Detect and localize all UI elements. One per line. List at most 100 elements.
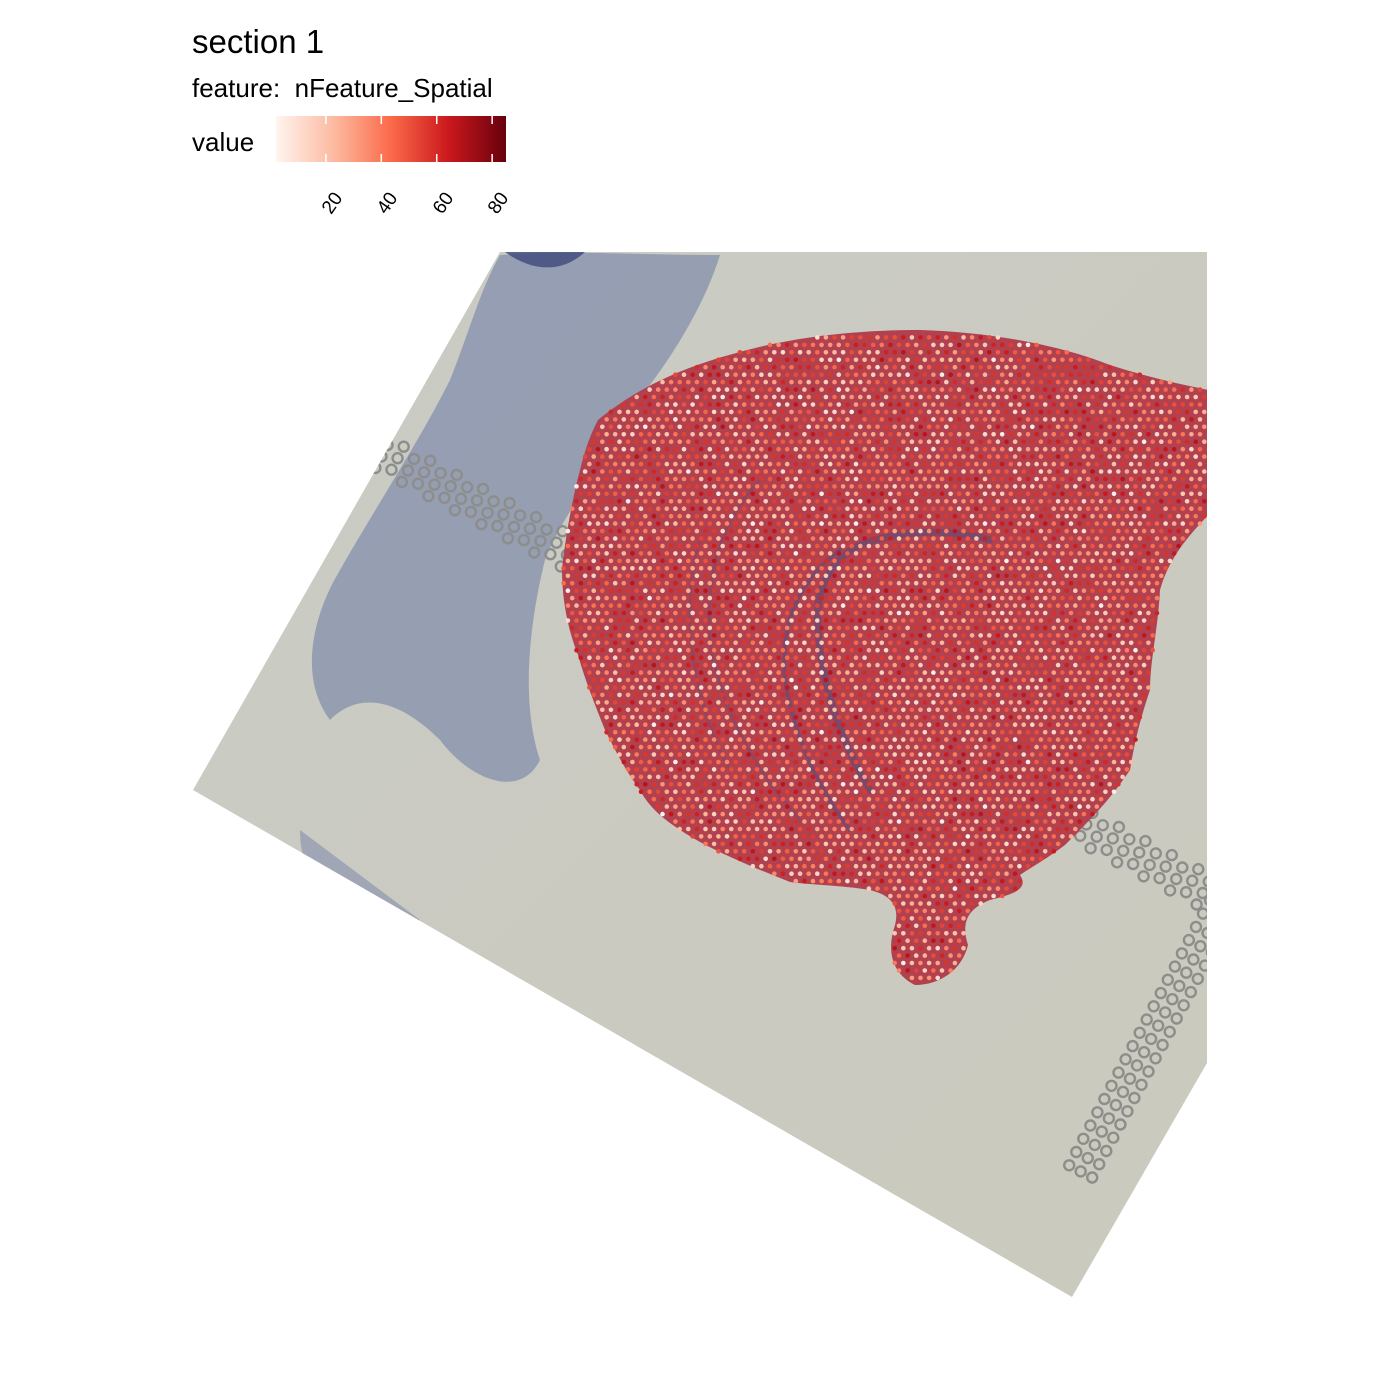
tissue-spot [754,737,760,742]
tissue-spot [1004,379,1009,385]
tissue-spot [1042,640,1048,646]
tissue-spot [707,715,713,720]
tissue-spot [987,603,992,608]
tissue-spot [767,804,773,809]
tissue-spot [1068,715,1074,720]
tissue-spot [569,506,575,512]
tissue-spot [853,551,859,556]
tissue-spot [935,484,940,489]
tissue-spot [965,715,971,720]
tissue-spot [1107,573,1112,579]
tissue-spot [1171,521,1177,526]
tissue-spot [664,566,670,571]
tissue-spot [858,618,863,623]
tissue-spot [969,647,975,653]
tissue-spot [677,528,682,534]
tissue-spot [827,789,833,795]
tissue-spot [582,484,588,489]
tissue-spot [999,446,1005,452]
tissue-spot [836,774,842,780]
tissue-spot [858,454,863,459]
tissue-spot [600,633,605,638]
tissue-spot [1034,491,1039,497]
tissue-spot [922,506,928,512]
tissue-spot [905,804,910,809]
tissue-spot [1012,350,1018,355]
tissue-spot [681,685,687,690]
tissue-spot [1081,394,1087,400]
tissue-spot [1128,715,1134,720]
tissue-spot [746,394,751,400]
tissue-spot [694,528,700,534]
tissue-spot [832,528,837,534]
tissue-spot [582,662,588,668]
fiducial-spot [247,362,260,376]
tissue-spot [1090,573,1095,579]
tissue-spot [741,819,747,824]
tissue-spot [767,774,773,780]
tissue-spot [987,364,992,370]
tissue-spot [763,722,768,727]
tissue-spot [883,424,889,430]
tissue-spot [1128,566,1134,571]
tissue-spot [1154,580,1160,586]
tissue-spot [1154,610,1160,616]
tissue-spot [677,767,682,772]
tissue-spot [905,432,910,437]
tissue-spot [664,417,670,422]
tissue-spot [750,863,756,869]
tissue-spot [1150,454,1155,459]
tissue-spot [681,655,687,660]
tissue-spot [793,625,799,631]
tissue-spot [595,521,601,526]
tissue-spot [1017,715,1022,720]
tissue-spot [681,610,687,616]
tissue-spot [600,588,605,593]
tissue-spot [681,446,687,452]
tissue-spot [690,551,695,556]
tissue-spot [793,372,799,378]
tissue-spot [1167,469,1173,474]
tissue-spot [698,506,704,512]
tissue-spot [952,662,958,668]
tissue-spot [582,618,588,623]
tissue-spot [733,551,738,556]
tissue-spot [729,841,734,847]
tissue-spot [944,752,949,757]
tissue-spot [888,625,893,631]
tissue-spot [1008,566,1014,571]
tissue-spot [961,543,966,549]
tissue-spot [720,737,725,742]
tissue-spot [969,662,975,668]
tissue-spot [944,513,949,519]
tissue-spot [875,737,880,742]
tissue-spot [875,856,880,862]
tissue-spot [905,819,910,824]
tissue-spot [1137,715,1143,720]
tissue-spot [746,767,751,772]
tissue-spot [849,826,854,832]
tissue-spot [888,849,893,854]
tissue-spot [707,506,713,512]
tissue-spot [1030,603,1035,608]
tissue-spot [866,409,872,415]
tissue-spot [969,811,975,817]
tissue-spot [1197,387,1203,392]
tissue-spot [1141,424,1147,430]
tissue-spot [673,595,678,601]
fiducial-spot [1196,907,1207,920]
fiducial-spot [1196,886,1207,900]
tissue-spot [698,536,704,541]
tissue-spot [638,402,644,407]
tissue-spot [883,618,889,623]
tissue-spot [1064,409,1069,415]
tissue-spot [832,603,837,608]
tissue-spot [1090,677,1095,683]
tissue-spot [883,484,889,489]
tissue-spot [845,774,850,780]
tissue-spot [1098,379,1104,385]
tissue-spot [780,796,786,802]
tissue-spot [741,774,747,780]
tissue-spot [901,499,906,504]
tissue-spot [677,469,682,474]
